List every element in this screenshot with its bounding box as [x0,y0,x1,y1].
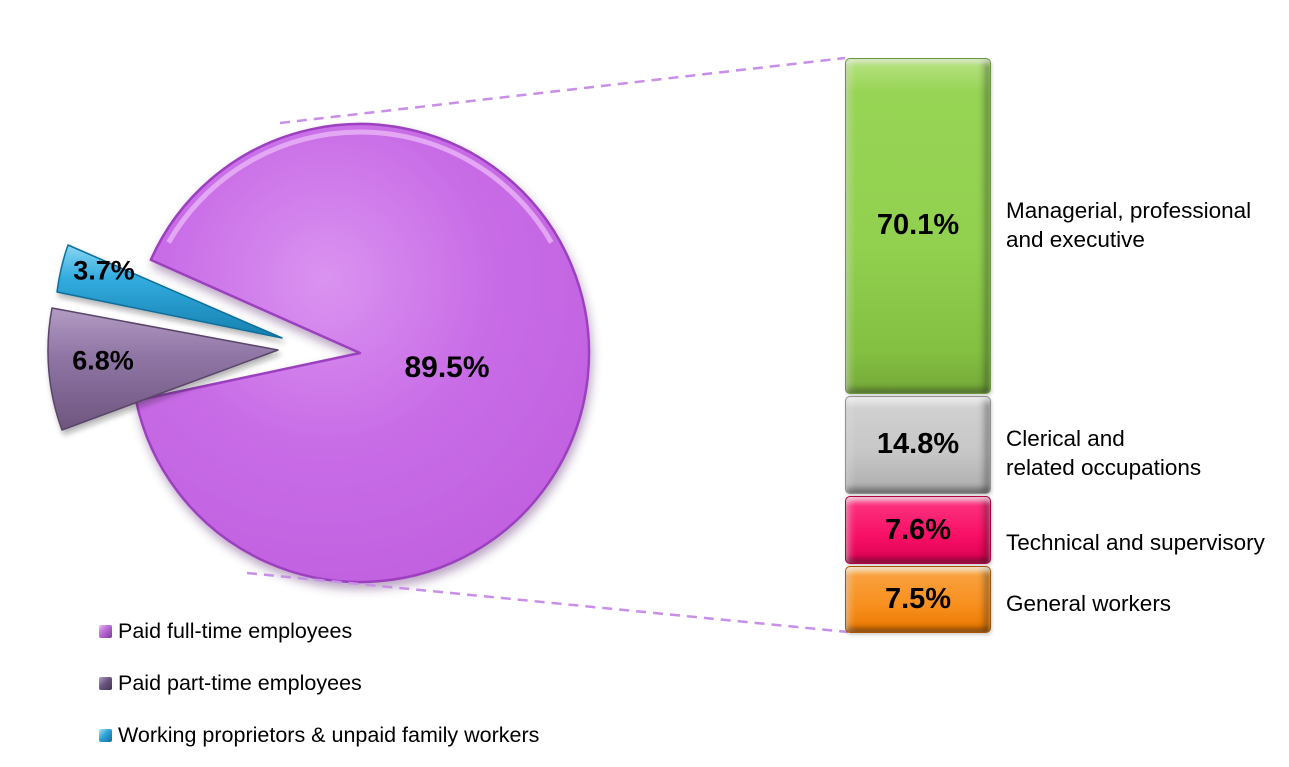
pie-label-working-proprietors: 3.7% [73,255,135,286]
legend-label-working-proprietors: Working proprietors & unpaid family work… [118,722,540,747]
bar-label-general: General workers [1006,590,1172,616]
pie-slice-working-proprietors [56,244,283,339]
legend-item-working-proprietors: Working proprietors & unpaid family work… [99,709,539,761]
legend: Paid full-time employees Paid part-time … [99,605,539,761]
bar-segment-managerial: 70.1% [845,58,991,394]
bar-segment-general: 7.5% [845,565,991,633]
bar-label-technical: Technical and supervisory [1006,529,1265,555]
connector-line-top [279,56,846,125]
bar-segment-general-value: 7.5% [884,582,952,615]
legend-swatch-paid-part-time-icon [99,676,112,690]
legend-label-paid-part-time: Paid part-time employees [118,670,362,695]
bar-segment-technical: 7.6% [845,496,991,564]
bar-label-managerial: Managerial, professional and executive [1006,198,1252,252]
bar-category-labels: Managerial, professional and executive C… [1006,58,1289,633]
pie-highlight-rim [166,129,554,244]
legend-item-paid-part-time: Paid part-time employees [99,657,539,709]
bar-segment-technical-value: 7.6% [884,513,952,546]
bar-segment-managerial-value: 70.1% [876,209,960,242]
legend-label-paid-full-time: Paid full-time employees [118,618,353,643]
pie-slice-paid-full-time-employees [134,122,591,584]
legend-swatch-paid-full-time-icon [99,624,112,638]
legend-swatch-working-proprietors-icon [99,728,112,742]
legend-item-paid-full-time: Paid full-time employees [99,605,539,657]
bar-segment-clerical-value: 14.8% [876,428,960,461]
pie-label-paid-part-time: 6.8% [72,345,134,376]
pie-label-paid-full-time: 89.5% [404,351,490,384]
bar-segment-clerical: 14.8% [845,395,991,495]
breakdown-bar: 70.1% 14.8% 7.6% 7.5% [845,58,991,633]
pie-slice-paid-part-time-employees [47,307,279,431]
bar-label-clerical: Clerical and related occupations [1006,426,1202,480]
